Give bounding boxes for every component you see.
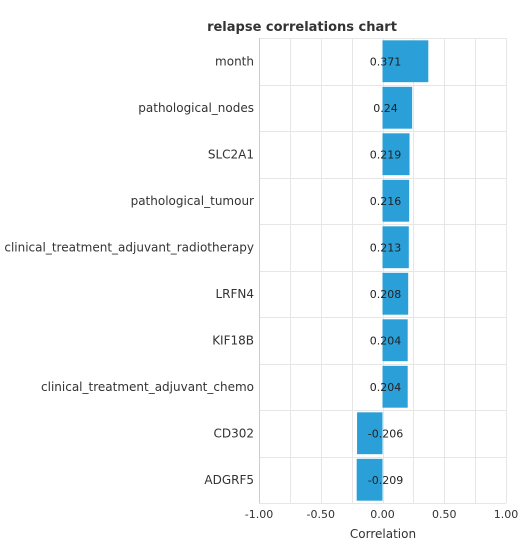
data-label: 0.204 (370, 334, 402, 347)
category-label: pathological_nodes (138, 101, 254, 115)
data-label: 0.371 (370, 55, 402, 68)
data-label: 0.216 (370, 195, 402, 208)
grid-layer (259, 38, 507, 504)
data-labels: 0.371 0.24 0.219 0.216 0.213 0.208 0.204 0.204 -… (368, 55, 403, 487)
category-label: pathological_tumour (131, 194, 254, 208)
category-label: ADGRF5 (204, 473, 254, 487)
bars-layer (356, 40, 429, 501)
chart-title: relapse correlations chart (207, 20, 397, 35)
bar-pathological-tumour[interactable] (382, 179, 410, 222)
data-label: -0.206 (368, 427, 403, 440)
bar-adgrf5[interactable] (356, 458, 383, 501)
data-label: -0.209 (368, 474, 403, 487)
category-label: SLC2A1 (208, 147, 254, 161)
category-label: clinical_treatment_adjuvant_chemo (41, 380, 254, 394)
category-label: clinical_treatment_adjuvant_radiotherapy (4, 240, 254, 254)
bar-clinical-treatment-adjuvant-chemo[interactable] (382, 365, 408, 408)
bar-kif18b[interactable] (382, 319, 408, 362)
bar-lrfn4[interactable] (382, 272, 409, 315)
data-label: 0.24 (373, 102, 398, 115)
x-axis-tick-labels: -1.00 -0.50 0.00 0.50 1.00 (245, 508, 518, 521)
x-tick-label: -1.00 (245, 508, 273, 521)
x-axis-label: Correlation (350, 527, 416, 541)
bar-clinical-treatment-adjuvant-radiotherapy[interactable] (382, 226, 409, 269)
bar-slc2a1[interactable] (382, 133, 410, 176)
data-label: 0.213 (370, 241, 402, 254)
category-label: LRFN4 (215, 287, 254, 301)
data-label: 0.219 (370, 148, 402, 161)
x-tick-label: 1.00 (494, 508, 519, 521)
bar-cd302[interactable] (357, 412, 383, 455)
category-labels: month pathological_nodes SLC2A1 pathologica… (4, 54, 254, 487)
category-label: month (215, 54, 254, 68)
data-label: 0.204 (370, 381, 402, 394)
bar-pathological-nodes[interactable] (382, 86, 413, 129)
x-tick-label: 0.50 (432, 508, 457, 521)
x-tick-label: -0.50 (307, 508, 335, 521)
bar-month[interactable] (382, 40, 429, 83)
category-label: CD302 (213, 426, 254, 440)
category-label: KIF18B (212, 333, 254, 347)
data-label: 0.208 (370, 288, 402, 301)
x-tick-label: 0.00 (370, 508, 395, 521)
